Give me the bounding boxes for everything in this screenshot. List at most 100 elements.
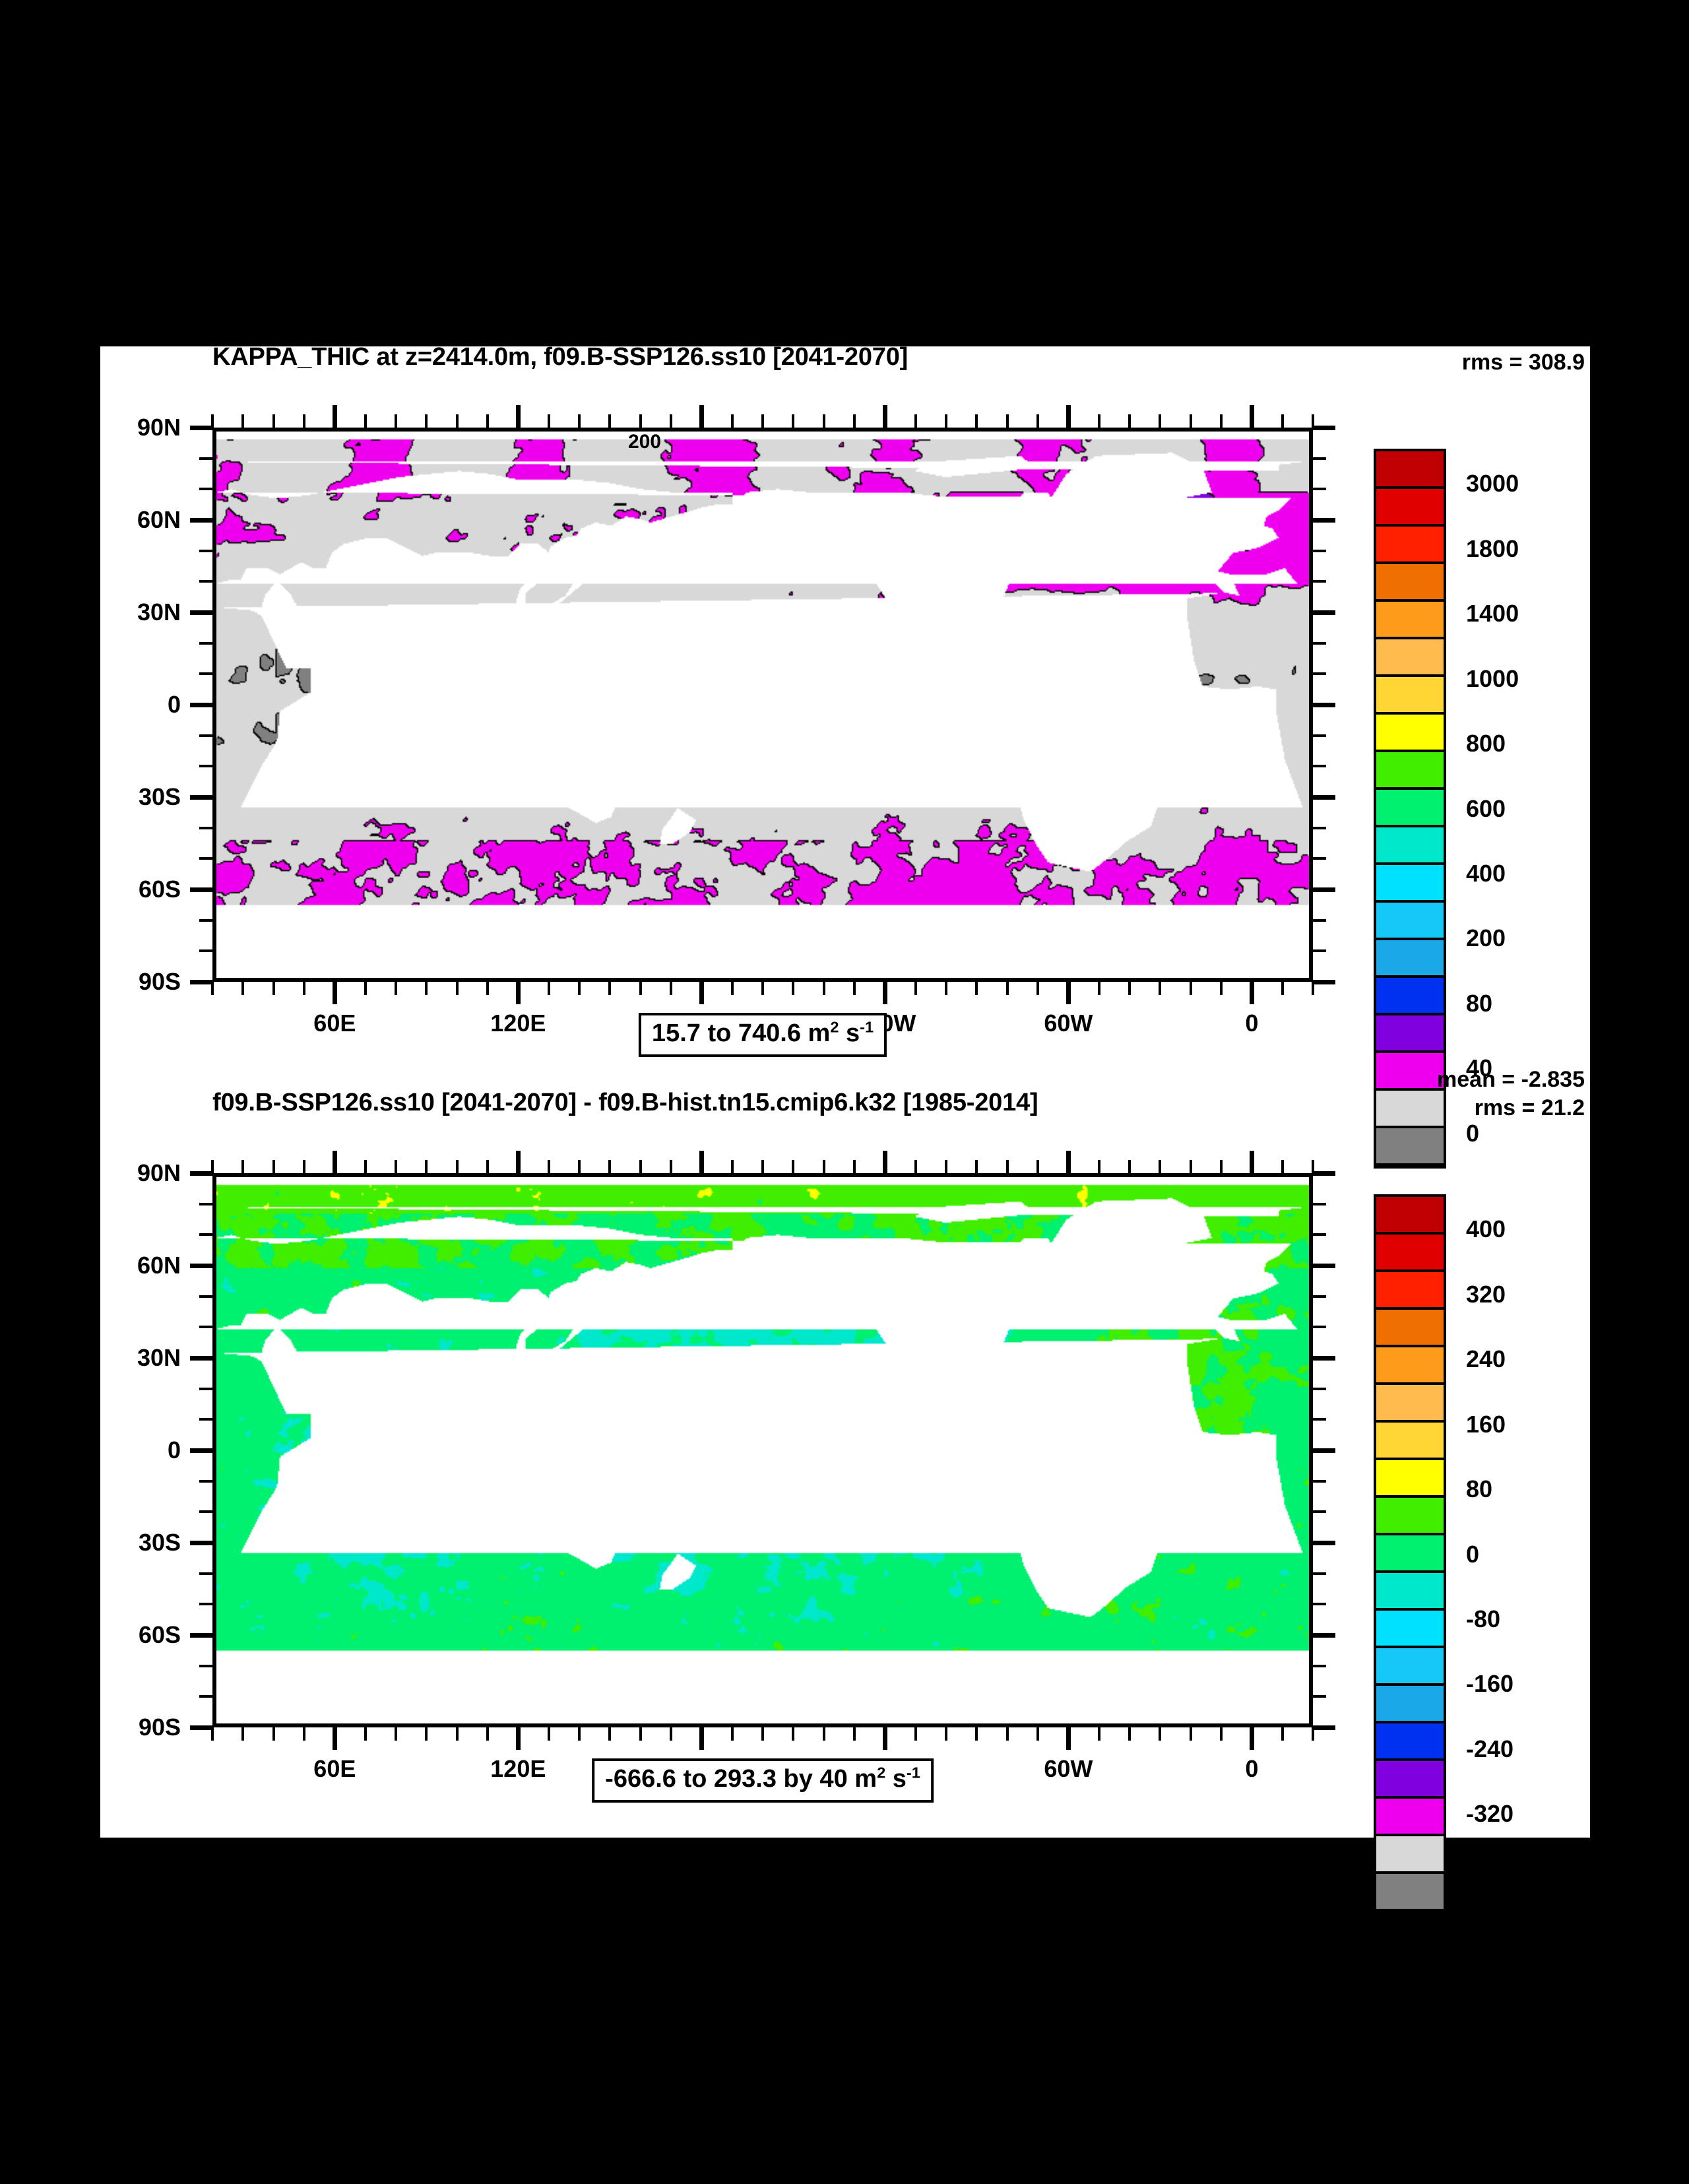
x-tick-minor [1097,1160,1100,1173]
bottom-range-mid: s [885,1765,907,1793]
bottom-panel-title: f09.B-SSP126.ss10 [2041-2070] - f09.B-hi… [212,1089,1038,1116]
x-tick-minor [730,1727,734,1741]
bottom-mean-label: mean = -2.835 [1437,1067,1585,1092]
x-tick-minor [639,982,642,995]
x-tick-major [332,405,337,428]
colorbar-band [1376,1723,1444,1761]
x-axis-label: 0 [1245,1010,1259,1037]
y-tick-major [190,610,212,615]
x-tick-minor [303,414,305,428]
colorbar-band [1376,790,1444,827]
y-tick-minor [1313,918,1326,922]
x-tick-minor [792,1727,795,1741]
y-tick-minor [1313,765,1326,768]
colorbar-band [1376,451,1444,489]
x-tick-minor [486,982,489,995]
x-tick-minor [822,982,825,995]
colorbar-tick-label: 80 [1466,989,1493,1017]
x-tick-major [1066,1727,1071,1750]
colorbar-band [1376,1460,1444,1498]
x-tick-minor [1005,982,1009,995]
x-tick-minor [1189,414,1192,428]
colorbar-band [1376,1197,1444,1235]
x-tick-minor [486,414,489,428]
y-tick-minor [199,641,212,645]
x-tick-minor [670,982,672,995]
y-tick-major [1313,1355,1335,1361]
x-tick-minor [639,414,642,428]
x-tick-minor [1281,1160,1284,1173]
x-tick-minor [1189,1160,1192,1173]
y-tick-minor [199,1664,212,1667]
y-tick-minor [1313,1664,1326,1667]
colorbar-band [1376,715,1444,752]
y-tick-major [1313,979,1335,984]
x-tick-minor [1128,414,1131,428]
colorbar-tick-label: 400 [1466,1215,1506,1243]
x-tick-minor [730,414,734,428]
x-tick-minor [395,982,397,995]
x-tick-minor [1312,414,1314,428]
y-tick-major [190,425,212,430]
y-tick-major [1313,1171,1335,1176]
y-tick-minor [199,1387,212,1390]
x-tick-minor [975,414,978,428]
colorbar-tick-label: 0 [1466,1540,1480,1568]
y-tick-major [1313,1725,1335,1730]
x-tick-minor [578,982,581,995]
x-tick-minor [853,414,856,428]
y-tick-minor [199,1695,212,1698]
colorbar-tick-label: 600 [1466,794,1506,822]
colorbar-band [1376,865,1444,903]
x-tick-minor [1159,414,1162,428]
y-axis-label: 30S [138,783,181,810]
colorbar-tick-label: 1000 [1466,664,1519,692]
x-tick-minor [639,1727,642,1741]
y-tick-minor [199,1295,212,1298]
x-tick-minor [547,414,550,428]
y-tick-minor [1313,1233,1326,1237]
x-tick-minor [241,982,245,995]
x-tick-minor [241,414,245,428]
x-tick-minor [1281,414,1284,428]
x-tick-major [515,405,521,428]
colorbar-band [1376,752,1444,790]
y-tick-minor [1313,1202,1326,1205]
x-tick-minor [578,1727,581,1741]
colorbar-band [1376,1874,1444,1909]
x-tick-major [882,1727,887,1750]
x-axis-label: 120E [490,1755,546,1782]
colorbar-band [1376,1686,1444,1723]
x-tick-minor [486,1727,489,1741]
x-tick-major [1249,982,1254,1004]
colorbar-tick-label: 40 [1466,1054,1493,1082]
x-tick-minor [975,1160,978,1173]
colorbar-band [1376,1235,1444,1272]
x-tick-minor [303,982,305,995]
x-tick-minor [608,414,612,428]
x-tick-minor [1189,982,1192,995]
y-tick-major [190,702,212,707]
x-tick-minor [395,1727,397,1741]
x-axis-label: 60W [1044,1755,1093,1782]
x-tick-minor [975,982,978,995]
x-tick-minor [425,414,428,428]
y-tick-minor [199,1572,212,1575]
y-tick-major [190,1632,212,1638]
x-tick-minor [1005,1160,1009,1173]
y-tick-minor [199,765,212,768]
x-tick-major [1066,405,1071,428]
y-axis-label: 90S [138,968,181,995]
x-tick-minor [425,1160,428,1173]
x-tick-minor [455,414,459,428]
colorbar-band [1376,827,1444,865]
y-tick-minor [199,672,212,676]
x-tick-minor [945,1727,947,1741]
x-tick-minor [945,1160,947,1173]
colorbar-band [1376,564,1444,602]
x-tick-major [882,982,887,1004]
y-tick-minor [1313,1510,1326,1514]
colorbar-band [1376,1498,1444,1535]
colorbar-tick-label: 320 [1466,1280,1506,1308]
y-tick-major [1313,794,1335,800]
